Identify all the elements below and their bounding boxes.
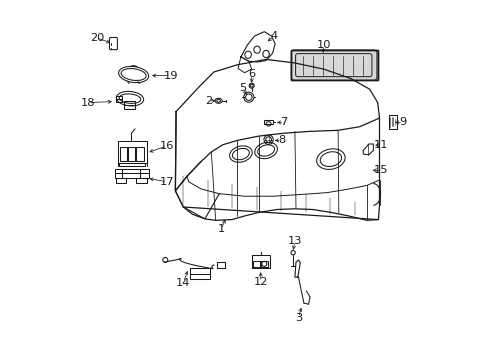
Bar [261, 261, 267, 267]
Text: 12: 12 [253, 277, 267, 287]
Text: 9: 9 [399, 117, 406, 127]
Bar [115, 169, 149, 178]
Text: 8: 8 [277, 135, 285, 145]
Text: 19: 19 [163, 71, 178, 81]
Text: 2: 2 [204, 96, 212, 106]
Text: 5: 5 [239, 83, 246, 93]
Bar [123, 101, 134, 109]
Bar [136, 147, 143, 161]
Bar [290, 50, 377, 80]
Text: 1: 1 [217, 224, 224, 234]
Text: 7: 7 [280, 117, 287, 127]
Bar [116, 178, 126, 183]
Text: 17: 17 [160, 177, 174, 187]
Text: 13: 13 [287, 236, 302, 246]
Bar [136, 178, 146, 183]
Bar [217, 262, 225, 268]
Bar [118, 141, 146, 163]
Text: 14: 14 [176, 278, 190, 288]
Bar [128, 147, 135, 161]
Text: 6: 6 [247, 69, 255, 79]
Bar [251, 255, 269, 268]
Bar [388, 115, 396, 129]
Bar [119, 163, 145, 166]
Bar [253, 261, 259, 267]
Bar [116, 96, 122, 102]
Text: 20: 20 [89, 33, 104, 43]
Text: 10: 10 [316, 40, 330, 50]
Text: 11: 11 [373, 140, 388, 150]
Bar [290, 50, 377, 80]
Text: 4: 4 [270, 31, 277, 41]
Bar [264, 120, 272, 124]
Text: 16: 16 [160, 141, 174, 151]
Bar [120, 147, 126, 161]
Bar [190, 268, 210, 279]
Text: 18: 18 [81, 98, 95, 108]
Text: 3: 3 [294, 312, 302, 323]
Bar [290, 50, 377, 80]
Text: 15: 15 [373, 165, 388, 175]
